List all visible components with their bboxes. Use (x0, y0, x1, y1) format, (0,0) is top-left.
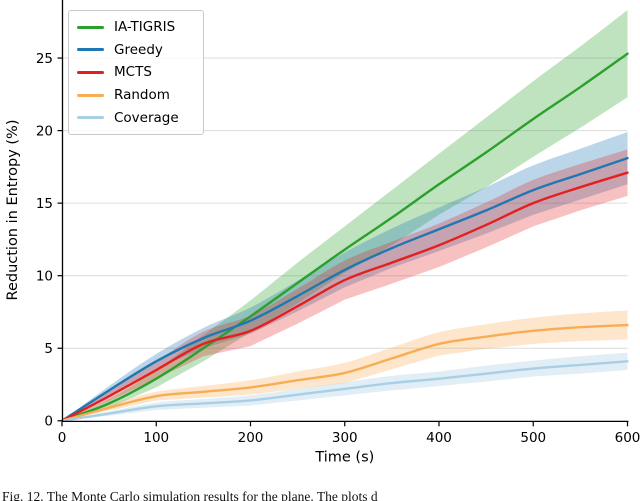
legend: IA-TIGRIS Greedy MCTS Random Coverage (68, 10, 204, 135)
x-axis-label: Time (s) (314, 450, 374, 466)
legend-swatch-greedy (77, 48, 104, 52)
legend-swatch-random (77, 93, 104, 97)
y-tick-label-0: 0 (44, 414, 53, 430)
axes: 0 100 200 300 400 500 600 0 5 10 15 20 25 (36, 0, 640, 446)
y-axis-label: Reduction in Entropy (%) (5, 120, 21, 301)
legend-item-ia-tigris: IA-TIGRIS (77, 16, 203, 39)
legend-label: Random (114, 87, 170, 104)
legend-label: Greedy (114, 41, 163, 58)
entropy-line-chart: 0 100 200 300 400 500 600 0 5 10 15 20 25 Time (s) R… (5, 0, 640, 466)
legend-swatch-mcts (77, 70, 104, 74)
x-tick-label-600: 600 (615, 430, 640, 446)
line-ia-tigris (60, 52, 629, 422)
x-tick-label-200: 200 (238, 430, 264, 446)
line-greedy (60, 156, 629, 422)
legend-label: IA-TIGRIS (114, 19, 176, 36)
legend-item-random: Random (77, 84, 203, 107)
y-tick-label-5: 5 (44, 341, 53, 357)
legend-label: MCTS (114, 64, 152, 81)
y-tick-label-15: 15 (36, 196, 53, 212)
legend-label: Coverage (114, 109, 179, 126)
y-tick-label-20: 20 (36, 123, 53, 139)
legend-swatch-coverage (77, 116, 104, 120)
line-mcts (60, 171, 629, 422)
x-tick-label-500: 500 (520, 430, 546, 446)
legend-item-mcts: MCTS (77, 61, 203, 84)
legend-item-coverage: Coverage (77, 106, 203, 129)
line-coverage (60, 360, 629, 422)
legend-item-greedy: Greedy (77, 39, 203, 62)
band-random (62, 310, 628, 421)
band-mcts (62, 149, 628, 421)
line-random (60, 323, 629, 422)
legend-swatch-ia-tigris (77, 25, 104, 29)
x-tick-label-400: 400 (426, 430, 452, 446)
series-lines (60, 52, 629, 422)
figure-caption: Fig. 12. The Monte Carlo simulation resu… (2, 489, 378, 501)
y-tick-label-10: 10 (36, 268, 53, 284)
x-tick-label-100: 100 (143, 430, 169, 446)
band-greedy (62, 132, 628, 421)
x-tick-label-300: 300 (332, 430, 358, 446)
y-tick-label-25: 25 (36, 51, 53, 67)
x-tick-label-0: 0 (58, 430, 67, 446)
